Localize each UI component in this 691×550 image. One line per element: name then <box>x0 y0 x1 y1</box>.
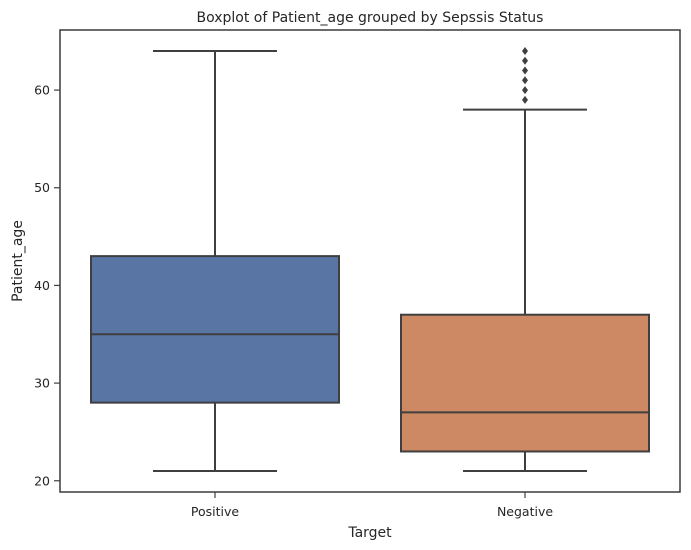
outlier-point <box>522 86 528 95</box>
outlier-point <box>522 56 528 65</box>
y-axis: 20 30 40 50 60 <box>34 83 60 488</box>
outlier-point <box>522 66 528 75</box>
y-axis-label: Patient_age <box>10 220 26 302</box>
outlier-point <box>522 47 528 55</box>
box-negative <box>400 47 650 472</box>
iqr-box <box>400 313 650 453</box>
iqr-box <box>90 255 340 404</box>
box-positive <box>90 50 340 472</box>
plot-area <box>90 47 650 472</box>
y-tick-label: 20 <box>34 473 50 488</box>
axes-frame <box>59 29 681 493</box>
chart-title: Boxplot of Patient_age grouped by Sepssi… <box>197 10 544 26</box>
y-tick-label: 60 <box>34 83 50 98</box>
y-tick-label: 40 <box>34 278 50 293</box>
y-tick-label: 30 <box>34 376 50 391</box>
outlier-point <box>522 76 528 85</box>
x-tick-label: Positive <box>191 504 239 519</box>
y-tick-label: 50 <box>34 180 50 195</box>
x-tick-label: Negative <box>497 504 553 519</box>
outlier-point <box>522 95 528 104</box>
x-axis-label: Target <box>347 525 392 541</box>
x-axis: Positive Negative <box>191 492 553 519</box>
